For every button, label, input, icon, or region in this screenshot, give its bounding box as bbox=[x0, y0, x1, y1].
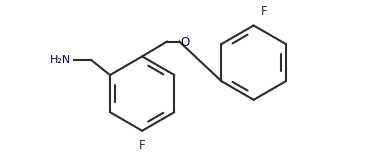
Text: F: F bbox=[261, 5, 268, 18]
Text: O: O bbox=[180, 36, 189, 49]
Text: F: F bbox=[139, 139, 146, 152]
Text: H₂N: H₂N bbox=[50, 55, 71, 65]
